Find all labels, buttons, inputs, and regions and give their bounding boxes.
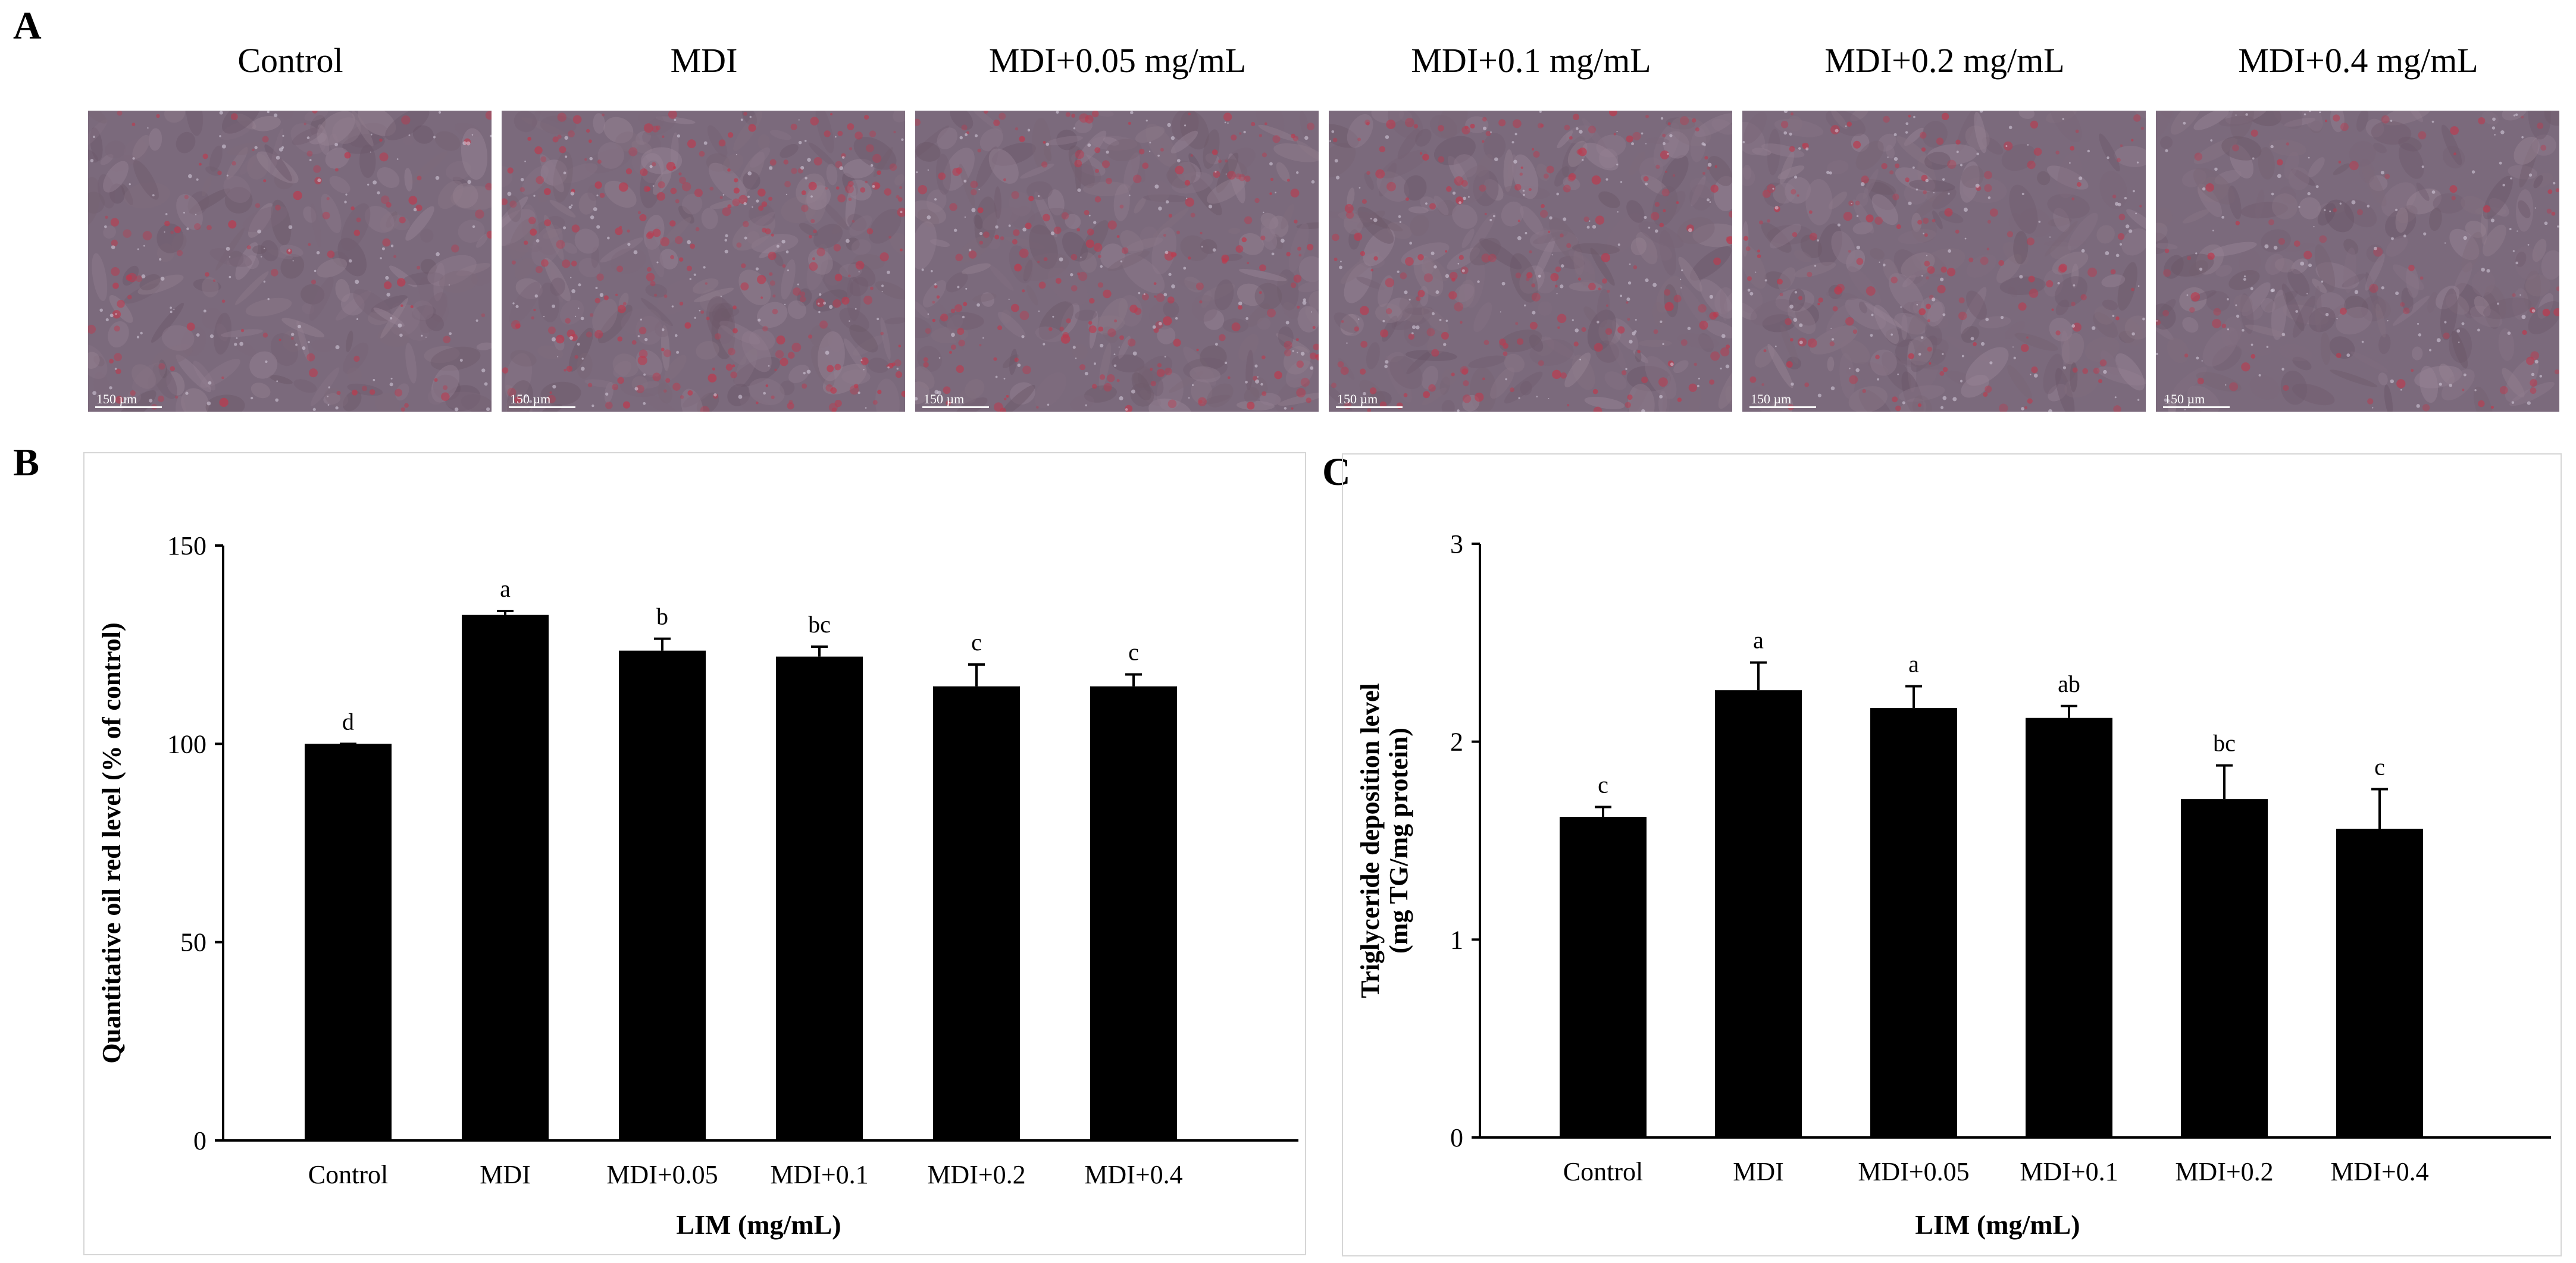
x-tick-label: MDI+0.1	[2020, 1157, 2118, 1186]
scale-bar	[95, 406, 162, 408]
x-tick-label: MDI	[480, 1160, 531, 1189]
bar	[776, 656, 863, 1140]
scale-bar-label: 150 µm	[1751, 391, 1792, 406]
micrograph-title: MDI+0.05 mg/mL	[988, 41, 1247, 80]
x-tick-label: MDI+0.4	[2330, 1157, 2428, 1186]
scale-bar	[1749, 406, 1816, 408]
x-tick-label: Control	[308, 1160, 388, 1189]
y-tick-label: 1	[1450, 925, 1463, 954]
bar	[619, 650, 706, 1140]
micrograph-texture	[88, 111, 492, 412]
bar	[2026, 717, 2112, 1137]
chart-c-frame: 0 1 2 3 c Control a MDI a MDI+0.05 ab MDI+0.1 bc MDI+…	[1342, 453, 2562, 1256]
micrograph-texture	[502, 111, 905, 412]
scale-bar	[922, 406, 989, 408]
micrograph-image: 150 µm	[2156, 111, 2559, 412]
micrograph-image: 150 µm	[1329, 111, 1732, 412]
x-tick-label: MDI+0.2	[927, 1160, 1025, 1189]
micrograph-image: 150 µm	[88, 111, 492, 412]
y-axis-title: (mg TG/mg protein)	[1384, 728, 1413, 954]
significance-letter: c	[1598, 771, 1608, 798]
panel-label-c: C	[1322, 450, 1351, 494]
micrograph-texture	[1329, 111, 1732, 412]
y-tick-label: 50	[180, 928, 206, 957]
significance-letter: d	[342, 708, 354, 735]
bar	[1715, 690, 1802, 1137]
significance-letter: a	[1908, 651, 1919, 678]
bar	[933, 686, 1020, 1140]
micrograph-title: MDI+0.4 mg/mL	[2238, 41, 2478, 80]
significance-letter: bc	[2213, 730, 2236, 757]
x-tick-label: MDI+0.1	[770, 1160, 868, 1189]
scale-bar	[2163, 406, 2230, 408]
significance-letter: c	[1128, 639, 1139, 666]
significance-letter: a	[500, 575, 511, 602]
panel-label-a: A	[13, 4, 42, 48]
y-tick-label: 0	[1450, 1123, 1463, 1152]
y-tick-label: 100	[167, 729, 206, 759]
x-tick-label: MDI	[1733, 1157, 1784, 1186]
chart-b-frame: 0 50 100 150 d Control a MDI b MDI+0.05 bc MDI+0.1 c…	[83, 452, 1306, 1255]
micrograph-texture	[2156, 111, 2559, 412]
bar	[1870, 708, 1957, 1137]
significance-letter: bc	[808, 611, 831, 638]
x-tick-label: MDI+0.4	[1084, 1160, 1182, 1189]
x-tick-label: Control	[1563, 1157, 1643, 1186]
scale-bar	[1336, 406, 1403, 408]
micrograph-image: 150 µm	[502, 111, 905, 412]
significance-letter: a	[1753, 627, 1764, 654]
y-axis-title: Triglyceride deposition level	[1356, 683, 1385, 998]
micrograph-title: MDI	[670, 41, 738, 80]
bar	[2181, 799, 2268, 1137]
significance-letter: b	[656, 603, 668, 630]
x-tick-label: MDI+0.05	[606, 1160, 718, 1189]
scale-bar-label: 150 µm	[924, 391, 965, 406]
scale-bar	[509, 406, 575, 408]
significance-letter: c	[971, 629, 982, 656]
micrograph-title: MDI+0.2 mg/mL	[1824, 41, 2065, 80]
micrograph-image: 150 µm	[1742, 111, 2146, 412]
panel-label-b: B	[13, 441, 40, 484]
scale-bar-label: 150 µm	[96, 391, 137, 406]
significance-letter: ab	[2058, 670, 2080, 697]
bar	[462, 615, 549, 1140]
micrograph-texture	[915, 111, 1319, 412]
bar	[305, 744, 392, 1140]
x-tick-label: MDI+0.05	[1858, 1157, 1969, 1186]
significance-letter: c	[2374, 754, 2385, 781]
micrograph-image: 150 µm	[915, 111, 1319, 412]
scale-bar-label: 150 µm	[510, 391, 551, 406]
bar	[1090, 686, 1177, 1140]
micrograph-title: MDI+0.1 mg/mL	[1411, 41, 1651, 80]
y-tick-label: 0	[193, 1126, 206, 1155]
chart-c: 0 1 2 3 c Control a MDI a MDI+0.05 ab MDI+0.1 bc MDI+…	[1356, 529, 2551, 1240]
x-tick-label: MDI+0.2	[2175, 1157, 2273, 1186]
micrograph-title: Control	[237, 41, 343, 80]
chart-b: 0 50 100 150 d Control a MDI b MDI+0.05 bc MDI+0.1 c…	[97, 531, 1298, 1240]
bar	[1560, 817, 1647, 1137]
scale-bar-label: 150 µm	[1337, 391, 1378, 406]
x-axis-title: LIM (mg/mL)	[1915, 1209, 2080, 1240]
scale-bar-label: 150 µm	[2164, 391, 2205, 406]
micrograph-texture	[1742, 111, 2146, 412]
y-tick-label: 3	[1450, 529, 1463, 559]
bar	[2336, 829, 2423, 1137]
y-tick-label: 2	[1450, 728, 1463, 757]
y-tick-label: 150	[167, 531, 206, 560]
x-axis-title: LIM (mg/mL)	[676, 1209, 841, 1240]
y-axis-title: Quantitative oil red level (% of control…	[97, 622, 126, 1063]
